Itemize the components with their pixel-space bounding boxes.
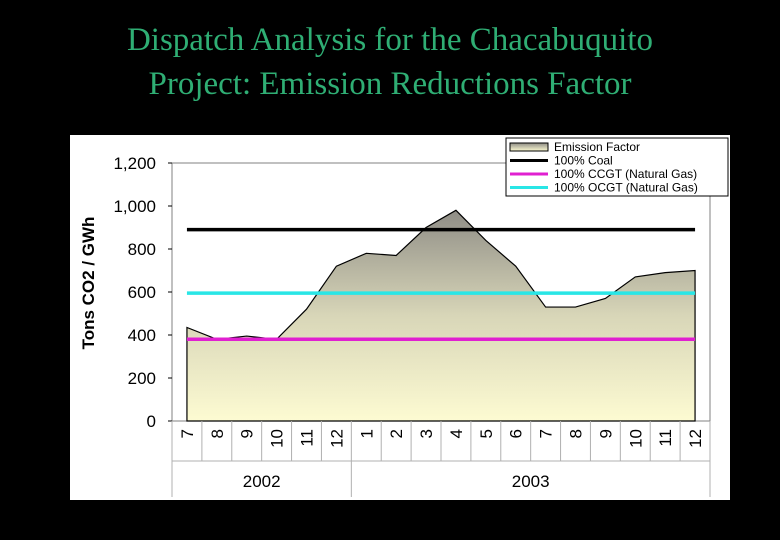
series-area-emission-factor [186, 209, 696, 422]
legend-label: Emission Factor [554, 140, 640, 154]
y-tick-label: 600 [128, 283, 156, 302]
y-tick-label: 1,200 [113, 154, 156, 173]
x-tick-label: 7 [178, 429, 197, 438]
x-tick-label: 9 [238, 429, 257, 438]
page-title: Dispatch Analysis for the Chacabuquito P… [0, 18, 780, 106]
chart-panel: 0 200 400 600 800 1,000 1,200 7 8 9 10 11 12 1 2 3 4 5 6 7 8… [70, 135, 730, 500]
year-group-label: 2002 [243, 472, 281, 491]
year-group-label: 2003 [512, 472, 550, 491]
x-tick-label: 8 [567, 429, 586, 438]
x-tick-label: 9 [596, 429, 615, 438]
x-tick-label: 12 [686, 429, 705, 448]
x-tick-label: 11 [298, 429, 317, 447]
x-tick-label: 8 [208, 429, 227, 438]
legend-label: 100% Coal [554, 154, 613, 168]
x-tick-label: 10 [268, 429, 287, 448]
x-tick-label: 7 [537, 429, 556, 438]
x-tick-label: 10 [626, 429, 645, 448]
x-tick-label: 4 [447, 429, 466, 438]
title-line-1: Dispatch Analysis for the Chacabuquito [126, 22, 654, 58]
y-tick-label: 0 [147, 412, 156, 431]
legend-label: 100% OCGT (Natural Gas) [554, 181, 698, 195]
x-tick-label: 2 [387, 429, 406, 438]
legend-swatch-area [509, 142, 549, 152]
x-tick-label: 6 [507, 429, 526, 438]
x-tick-label: 5 [477, 429, 496, 438]
legend-label: 100% CCGT (Natural Gas) [554, 167, 697, 181]
y-tick-label: 400 [128, 326, 156, 345]
x-tick-label: 12 [327, 429, 346, 448]
x-tick-label: 3 [417, 429, 436, 438]
y-tick-label: 200 [128, 369, 156, 388]
title-line-2: Project: Emission Reductions Factor [148, 66, 632, 102]
x-tick-label: 1 [357, 429, 376, 438]
y-tick-label: 800 [128, 240, 156, 259]
y-axis-label: Tons CO2 / GWh [79, 217, 98, 350]
x-tick-label: 11 [656, 429, 675, 447]
y-tick-label: 1,000 [113, 197, 156, 216]
